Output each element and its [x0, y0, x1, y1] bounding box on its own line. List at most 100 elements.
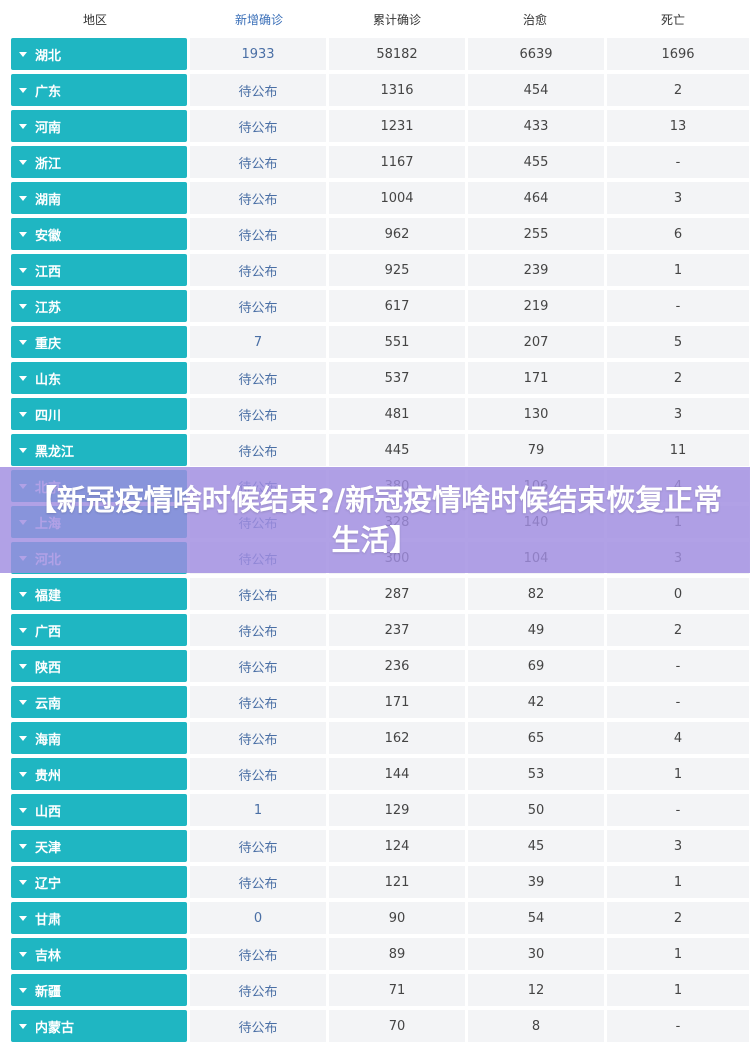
region-toggle-button[interactable]: 黑龙江	[11, 434, 187, 466]
region-toggle-button[interactable]: 新疆	[11, 974, 187, 1006]
total-confirmed-cell: 445	[329, 434, 465, 466]
total-confirmed-cell: 121	[329, 866, 465, 898]
new-confirmed-cell: 待公布	[190, 74, 326, 106]
total-confirmed-cell: 90	[329, 902, 465, 934]
region-toggle-button[interactable]: 云南	[11, 686, 187, 718]
cured-cell: 239	[468, 254, 604, 286]
region-toggle-button[interactable]: 安徽	[11, 218, 187, 250]
dead-cell: 3	[607, 830, 749, 862]
total-confirmed-cell: 58182	[329, 38, 465, 70]
dead-cell: 5	[607, 326, 749, 358]
caret-down-icon	[19, 339, 27, 345]
table-row: 山西 1 129 50-	[0, 794, 750, 826]
region-toggle-button[interactable]: 江苏	[11, 290, 187, 322]
table-row: 广东 待公布 1316 454 2	[0, 74, 750, 106]
region-toggle-button[interactable]: 内蒙古	[11, 1010, 187, 1042]
header-cured[interactable]: 治愈	[522, 12, 547, 27]
table-row: 贵州 待公布 144 53 1	[0, 758, 750, 790]
new-confirmed-cell: 待公布	[190, 758, 326, 790]
cured-cell: 53	[468, 758, 604, 790]
region-label: 吉林	[35, 948, 62, 964]
region-toggle-button[interactable]: 山东	[11, 362, 187, 394]
table-row: 陕西 待公布 236 69-	[0, 650, 750, 682]
new-confirmed-cell: 待公布	[190, 146, 326, 178]
region-toggle-button[interactable]: 吉林	[11, 938, 187, 970]
cured-cell: 454	[468, 74, 604, 106]
region-toggle-button[interactable]: 陕西	[11, 650, 187, 682]
header-total-confirmed[interactable]: 累计确诊	[372, 12, 421, 27]
new-confirmed-cell: 待公布	[190, 974, 326, 1006]
table-row: 四川 待公布 481 130 3	[0, 398, 750, 430]
region-toggle-button[interactable]: 广东	[11, 74, 187, 106]
new-confirmed-cell: 待公布	[190, 290, 326, 322]
total-confirmed-cell: 617	[329, 290, 465, 322]
region-toggle-button[interactable]: 海南	[11, 722, 187, 754]
cured-cell: 69	[468, 650, 604, 682]
region-toggle-button[interactable]: 贵州	[11, 758, 187, 790]
region-toggle-button[interactable]: 重庆	[11, 326, 187, 358]
region-toggle-button[interactable]: 福建	[11, 578, 187, 610]
table-row: 广西 待公布 237 49 2	[0, 614, 750, 646]
banner-title: 【新冠疫情啥时候结束?/新冠疫情啥时候结束恢复正常生活】	[27, 483, 723, 557]
cured-cell: 8	[468, 1010, 604, 1042]
new-confirmed-cell: 待公布	[190, 110, 326, 142]
region-label: 安徽	[35, 228, 62, 244]
region-label: 山东	[35, 372, 62, 388]
caret-down-icon	[19, 699, 27, 705]
caret-down-icon	[19, 627, 27, 633]
caret-down-icon	[19, 87, 27, 93]
caret-down-icon	[19, 411, 27, 417]
new-confirmed-cell: 待公布	[190, 866, 326, 898]
header-dead[interactable]: 死亡	[660, 12, 685, 27]
region-label: 海南	[35, 732, 62, 748]
cured-cell: 54	[468, 902, 604, 934]
caret-down-icon	[19, 51, 27, 57]
dead-cell: -	[607, 686, 749, 718]
new-confirmed-cell: 待公布	[190, 938, 326, 970]
dead-cell: -	[607, 1010, 749, 1042]
cured-cell: 45	[468, 830, 604, 862]
region-label: 山西	[35, 804, 62, 820]
header-new-confirmed[interactable]: 新增确诊	[234, 12, 283, 27]
total-confirmed-cell: 481	[329, 398, 465, 430]
region-toggle-button[interactable]: 浙江	[11, 146, 187, 178]
total-confirmed-cell: 1167	[329, 146, 465, 178]
region-label: 湖南	[35, 192, 62, 208]
caret-down-icon	[19, 915, 27, 921]
region-toggle-button[interactable]: 湖北	[11, 38, 187, 70]
dead-cell: 11	[607, 434, 749, 466]
caret-down-icon	[19, 843, 27, 849]
region-label: 广东	[35, 84, 62, 100]
dead-cell: 1	[607, 758, 749, 790]
region-toggle-button[interactable]: 四川	[11, 398, 187, 430]
table-row: 江苏 待公布 617 219-	[0, 290, 750, 322]
table-row: 河南 待公布 1231 433 13	[0, 110, 750, 142]
region-toggle-button[interactable]: 江西	[11, 254, 187, 286]
total-confirmed-cell: 70	[329, 1010, 465, 1042]
region-label: 河南	[35, 120, 62, 136]
table-row: 安徽 待公布 962 255 6	[0, 218, 750, 250]
region-label: 陕西	[35, 660, 62, 676]
new-confirmed-cell: 7	[190, 326, 326, 358]
region-toggle-button[interactable]: 山西	[11, 794, 187, 826]
total-confirmed-cell: 1004	[329, 182, 465, 214]
region-label: 贵州	[35, 768, 62, 784]
region-toggle-button[interactable]: 辽宁	[11, 866, 187, 898]
region-toggle-button[interactable]: 甘肃	[11, 902, 187, 934]
total-confirmed-cell: 1231	[329, 110, 465, 142]
dead-cell: 6	[607, 218, 749, 250]
region-toggle-button[interactable]: 湖南	[11, 182, 187, 214]
region-toggle-button[interactable]: 河南	[11, 110, 187, 142]
new-confirmed-cell: 待公布	[190, 434, 326, 466]
caret-down-icon	[19, 159, 27, 165]
table-row: 浙江 待公布 1167 455-	[0, 146, 750, 178]
region-toggle-button[interactable]: 天津	[11, 830, 187, 862]
total-confirmed-cell: 71	[329, 974, 465, 1006]
caret-down-icon	[19, 267, 27, 273]
total-confirmed-cell: 237	[329, 614, 465, 646]
region-toggle-button[interactable]: 广西	[11, 614, 187, 646]
dead-cell: 3	[607, 182, 749, 214]
region-label: 天津	[35, 840, 62, 856]
new-confirmed-cell: 待公布	[190, 686, 326, 718]
cured-cell: 171	[468, 362, 604, 394]
